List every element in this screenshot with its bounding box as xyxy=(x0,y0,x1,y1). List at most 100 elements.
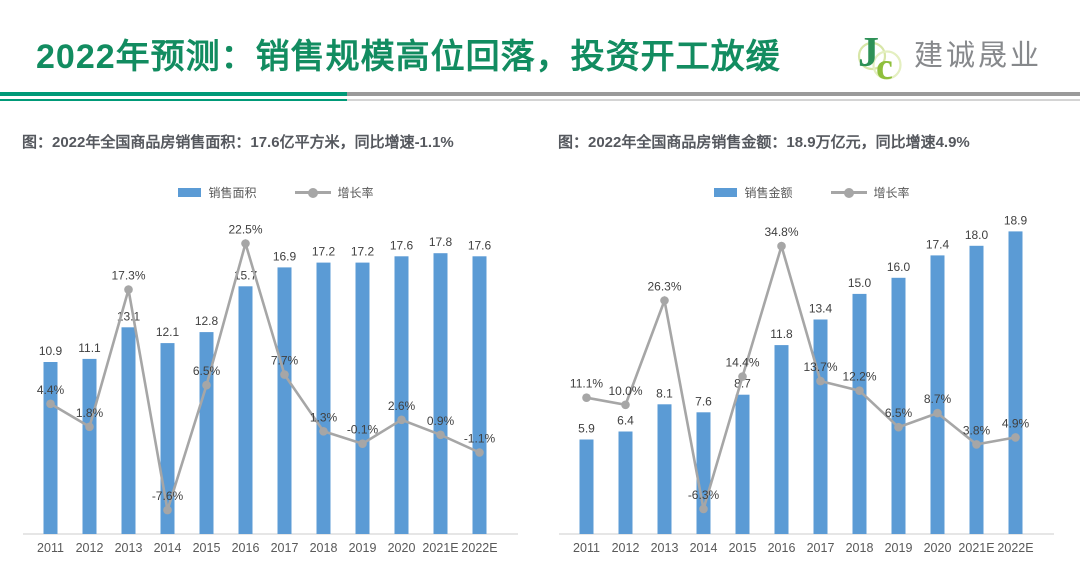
bar-value-label: 17.2 xyxy=(312,245,336,259)
line-marker xyxy=(475,448,484,457)
line-value-label: -0.1% xyxy=(347,423,379,437)
combo-chart-sales-area: 10.9201111.1201213.1201312.1201412.82015… xyxy=(23,223,518,555)
line-value-label: 3.8% xyxy=(963,423,991,437)
divider-accent-line xyxy=(0,92,1080,96)
line-value-label: 6.5% xyxy=(885,406,913,420)
line-value-label: 2.6% xyxy=(388,399,416,413)
svg-text:c: c xyxy=(876,46,893,84)
line-value-label: 34.8% xyxy=(764,225,798,239)
bar-2017 xyxy=(813,319,828,534)
bar-2021E xyxy=(433,253,448,534)
line-marker xyxy=(85,422,94,432)
line-value-label: 0.9% xyxy=(427,414,455,428)
bar-2022E xyxy=(1008,231,1023,534)
growth-line xyxy=(586,241,1016,510)
bar-2016 xyxy=(774,345,789,534)
line-marker xyxy=(46,399,55,409)
bar-2012 xyxy=(82,358,97,534)
x-tick-label: 2012 xyxy=(76,541,104,555)
bar-value-label: 18.9 xyxy=(1004,213,1028,227)
x-tick-label: 2017 xyxy=(271,541,299,555)
line-value-label: 10.0% xyxy=(608,384,642,398)
line-marker xyxy=(582,393,591,402)
bar-2017 xyxy=(277,267,292,534)
x-tick-label: 2018 xyxy=(310,541,338,555)
charts-row: 图：2022年全国商品房销售面积：17.6亿平方米，同比增速-1.1% 销售面积… xyxy=(0,101,1080,572)
bar-2014 xyxy=(696,412,711,534)
legend-line-swatch-icon xyxy=(294,187,331,198)
line-marker xyxy=(163,505,172,515)
bar-value-label: 5.9 xyxy=(578,422,595,436)
x-tick-label: 2015 xyxy=(729,541,757,555)
bar-value-label: 15.7 xyxy=(234,268,258,282)
line-marker xyxy=(202,380,211,390)
x-tick-label: 2013 xyxy=(115,541,143,555)
line-marker xyxy=(436,430,445,440)
bar-value-label: 12.1 xyxy=(156,325,180,339)
line-value-label: 17.3% xyxy=(111,269,145,283)
legend-line-label: 增长率 xyxy=(337,186,374,200)
line-marker xyxy=(738,372,747,381)
line-value-label: 13.7% xyxy=(803,360,837,374)
bar-2021E xyxy=(969,245,984,535)
bar-value-label: 16.0 xyxy=(887,260,911,274)
line-marker xyxy=(621,400,630,410)
chart-subtitle-area: 图：2022年全国商品房销售面积：17.6亿平方米，同比增速-1.1% xyxy=(22,134,454,151)
x-tick-label: 2020 xyxy=(388,541,416,555)
x-tick-label: 2021E xyxy=(422,541,458,555)
x-tick-label: 2018 xyxy=(846,541,874,555)
bar-value-label: 13.4 xyxy=(809,302,833,316)
logo-jc-icon: J c xyxy=(857,30,902,84)
line-marker xyxy=(319,427,328,436)
bar-2015 xyxy=(735,394,750,534)
bar-value-label: 17.4 xyxy=(926,237,950,251)
line-value-label: 12.2% xyxy=(842,370,876,384)
bar-value-label: 6.4 xyxy=(617,414,634,428)
line-value-label: 1.3% xyxy=(310,410,338,424)
bar-value-label: 10.9 xyxy=(39,344,63,358)
line-marker xyxy=(397,415,406,425)
x-tick-label: 2020 xyxy=(924,541,952,555)
legend-area-chart: 销售面积 增长率 xyxy=(20,184,532,201)
bar-value-label: 12.8 xyxy=(195,314,219,328)
x-tick-label: 2017 xyxy=(807,541,835,555)
line-value-label: 26.3% xyxy=(647,280,681,294)
divider-thin-line xyxy=(0,99,1080,101)
x-tick-label: 2022E xyxy=(997,541,1033,555)
x-tick-label: 2015 xyxy=(193,541,221,555)
svg-text:J: J xyxy=(858,30,879,76)
line-marker xyxy=(894,422,903,432)
bar-value-label: 11.1 xyxy=(78,341,101,355)
bar-value-label: 8.1 xyxy=(656,386,673,400)
x-tick-label: 2019 xyxy=(885,541,913,555)
bar-2013 xyxy=(121,327,136,534)
bar-2015 xyxy=(199,332,214,534)
bar-2011 xyxy=(579,439,594,534)
bar-2018 xyxy=(852,293,867,534)
line-marker xyxy=(777,241,786,251)
legend-bar-swatch-icon xyxy=(714,188,738,197)
logo-company-name: 建诚晟业 xyxy=(913,40,1042,72)
x-tick-label: 2014 xyxy=(690,541,718,555)
bar-2020 xyxy=(394,256,409,534)
legend-bar-label: 销售金额 xyxy=(744,186,793,200)
line-marker xyxy=(933,408,942,418)
line-value-label: 11.1% xyxy=(570,377,603,391)
line-marker xyxy=(816,376,825,386)
combo-chart-sales-amount: 5.920116.420128.120137.620148.7201511.82… xyxy=(559,213,1054,555)
line-marker xyxy=(1011,433,1020,442)
page-title: 2022年预测：销售规模高位回落，投资开工放缓 xyxy=(36,37,781,76)
x-tick-label: 2016 xyxy=(232,541,260,555)
line-value-label: 14.4% xyxy=(725,356,759,370)
bar-value-label: 17.6 xyxy=(390,238,414,252)
chart-subtitle-amount: 图：2022年全国商品房销售金额：18.9万亿元，同比增速4.9% xyxy=(558,134,970,151)
bar-2022E xyxy=(472,256,487,534)
line-value-label: 8.7% xyxy=(924,392,952,406)
bar-value-label: 17.2 xyxy=(351,245,375,259)
legend-line-swatch-icon xyxy=(830,187,867,198)
bar-value-label: 17.6 xyxy=(468,238,492,252)
bar-2016 xyxy=(238,286,253,534)
line-marker xyxy=(358,439,367,448)
line-marker xyxy=(124,285,133,294)
line-value-label: 6.5% xyxy=(193,364,221,378)
